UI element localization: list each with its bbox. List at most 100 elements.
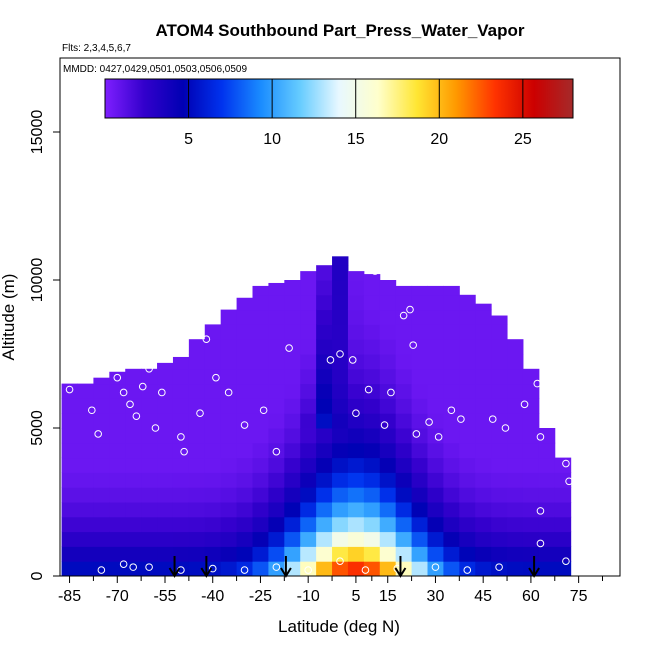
heatmap-cell — [475, 457, 492, 473]
heatmap-cell — [332, 561, 349, 576]
heatmap-cell — [188, 428, 206, 444]
sample-point — [326, 356, 335, 364]
heatmap-cell — [411, 324, 428, 340]
heatmap-cell — [379, 546, 397, 562]
heatmap-cell — [268, 442, 285, 459]
heatmap-cell — [252, 339, 269, 355]
x-axis-tick-label: 75 — [570, 588, 588, 605]
y-axis: 0 5000 10000 15000 — [29, 110, 60, 580]
sample-point — [145, 365, 153, 373]
heatmap-cell — [284, 280, 301, 296]
heatmap-cell — [443, 294, 460, 311]
heatmap-cell — [61, 398, 78, 414]
heatmap-cell — [316, 309, 333, 325]
heatmap-cell — [284, 383, 301, 399]
heatmap-cell — [204, 502, 222, 518]
heatmap-cell — [395, 354, 413, 370]
heatmap-cell — [475, 324, 492, 340]
y-axis-tick-label: 15000 — [29, 110, 46, 155]
heatmap-cell — [427, 339, 444, 355]
heatmap-cell — [300, 546, 317, 562]
heatmap-cell — [77, 487, 94, 503]
heatmap-cell — [363, 339, 381, 355]
heatmap-cell — [268, 428, 285, 444]
heatmap-cell — [332, 457, 349, 473]
heatmap-cell — [522, 502, 540, 518]
heatmap-cell — [252, 324, 269, 340]
heatmap-cell — [157, 531, 174, 547]
heatmap-cell — [284, 516, 301, 533]
heatmap-cell — [538, 516, 556, 533]
heatmap-cell — [284, 487, 301, 503]
heatmap-cell — [300, 487, 317, 503]
sample-point — [240, 421, 249, 429]
colorbar-tick-label: 25 — [514, 131, 532, 148]
heatmap-cell — [93, 442, 110, 459]
heatmap-cell — [93, 457, 110, 473]
heatmap-cell — [475, 354, 492, 370]
heatmap-cell — [125, 442, 142, 459]
flights-note: Flts: 2,3,4,5,6,7 — [62, 43, 131, 54]
heatmap-cell — [522, 413, 540, 429]
heatmap-cell — [204, 546, 222, 562]
heatmap-cell — [188, 339, 206, 355]
heatmap-cell — [316, 516, 333, 533]
heatmap-cell — [109, 413, 126, 429]
heatmap-cell — [284, 354, 301, 370]
heatmap-cell — [475, 398, 492, 414]
heatmap-cell — [522, 531, 540, 547]
heatmap-cell — [188, 354, 206, 370]
heatmap-cell — [459, 546, 476, 562]
sample-point — [536, 433, 545, 441]
heatmap-cell — [141, 487, 158, 503]
heatmap-cell — [332, 428, 349, 444]
heatmap-cell — [459, 487, 476, 503]
heatmap-cell — [395, 487, 413, 503]
heatmap-cell — [77, 457, 94, 473]
heatmap-cell — [157, 398, 174, 414]
heatmap-cell — [220, 487, 238, 503]
sample-point — [562, 557, 570, 566]
heatmap-cell — [61, 428, 78, 444]
heatmap-cell — [188, 546, 206, 562]
y-axis-tick-label: 10000 — [29, 258, 46, 303]
heatmap-cell — [125, 502, 142, 518]
heatmap-cell — [427, 546, 444, 562]
heatmap-cell — [332, 383, 349, 399]
heatmap-cell — [220, 413, 238, 429]
heatmap-cell — [538, 531, 556, 547]
heatmap-cell — [379, 531, 397, 547]
heatmap-cell — [93, 413, 110, 429]
heatmap-cell — [459, 354, 476, 370]
heatmap-cell — [363, 487, 381, 503]
heatmap-cell — [507, 354, 524, 370]
heatmap-cell — [188, 502, 206, 518]
heatmap-cell — [236, 324, 253, 340]
heatmap-cell — [141, 502, 158, 518]
sample-point — [126, 400, 134, 409]
heatmap-cell — [300, 339, 317, 355]
heatmap-cell — [236, 502, 253, 518]
heatmap-cell — [109, 398, 126, 414]
heatmap-cell — [411, 546, 428, 562]
heatmap-cell — [220, 457, 238, 473]
heatmap-cell — [522, 561, 540, 576]
heatmap-cell — [316, 398, 333, 414]
heatmap-cell — [459, 428, 476, 444]
sample-point — [536, 539, 545, 548]
heatmap-cell — [204, 472, 222, 488]
heatmap-cell — [284, 398, 301, 414]
heatmap-cell — [172, 383, 190, 399]
heatmap-cell — [172, 502, 190, 518]
heatmap-cell — [125, 472, 142, 488]
heatmap-cell — [268, 502, 285, 518]
heatmap-cell — [284, 428, 301, 444]
chart-title: ATOM4 Southbound Part_Press_Water_Vapor — [155, 21, 524, 40]
heatmap-cell — [300, 502, 317, 518]
x-axis-tick-label: -40 — [201, 588, 224, 605]
heatmap-cell — [363, 383, 381, 399]
heatmap-cell — [395, 531, 413, 547]
heatmap-cell — [220, 398, 238, 414]
heatmap-cell — [109, 546, 126, 562]
heatmap-cell — [459, 309, 476, 325]
